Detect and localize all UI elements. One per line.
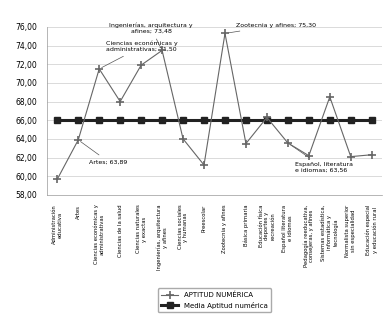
Line: Media Aptitud numérica: Media Aptitud numérica bbox=[54, 117, 375, 123]
Text: Ingenierías, arquitectura y
afines; 73,48: Ingenierías, arquitectura y afines; 73,4… bbox=[109, 23, 193, 48]
Media Aptitud numérica bbox=[118, 118, 122, 122]
Line: APTITUD NUMÉRICA: APTITUD NUMÉRICA bbox=[53, 29, 376, 183]
Media Aptitud numérica bbox=[223, 118, 227, 122]
Text: Artes; 63,89: Artes; 63,89 bbox=[80, 141, 128, 164]
APTITUD NUMÉRICA bbox=[97, 67, 101, 71]
Media Aptitud numérica bbox=[244, 118, 248, 122]
APTITUD NUMÉRICA bbox=[285, 141, 290, 145]
Text: Zootecnia y afines; 75,30: Zootecnia y afines; 75,30 bbox=[228, 23, 316, 33]
Media Aptitud numérica bbox=[181, 118, 185, 122]
Media Aptitud numérica bbox=[328, 118, 332, 122]
Media Aptitud numérica bbox=[285, 118, 290, 122]
Text: Ciencias económicas y
administrativas; 71,50: Ciencias económicas y administrativas; 7… bbox=[102, 41, 178, 68]
Media Aptitud numérica bbox=[139, 118, 144, 122]
APTITUD NUMÉRICA bbox=[223, 31, 227, 35]
APTITUD NUMÉRICA bbox=[264, 115, 269, 119]
APTITUD NUMÉRICA bbox=[55, 177, 60, 181]
APTITUD NUMÉRICA bbox=[118, 99, 122, 103]
Media Aptitud numérica bbox=[264, 118, 269, 122]
APTITUD NUMÉRICA bbox=[202, 163, 206, 167]
APTITUD NUMÉRICA bbox=[244, 141, 248, 145]
Media Aptitud numérica bbox=[76, 118, 81, 122]
Media Aptitud numérica bbox=[202, 118, 206, 122]
Text: Español, literatura
e idiomas; 63,56: Español, literatura e idiomas; 63,56 bbox=[290, 144, 353, 173]
APTITUD NUMÉRICA bbox=[181, 137, 185, 141]
Media Aptitud numérica bbox=[55, 118, 60, 122]
APTITUD NUMÉRICA bbox=[139, 63, 144, 67]
APTITUD NUMÉRICA bbox=[160, 48, 165, 52]
Media Aptitud numérica bbox=[307, 118, 311, 122]
APTITUD NUMÉRICA bbox=[76, 138, 81, 142]
Media Aptitud numérica bbox=[160, 118, 165, 122]
APTITUD NUMÉRICA bbox=[328, 95, 332, 99]
Media Aptitud numérica bbox=[348, 118, 353, 122]
APTITUD NUMÉRICA bbox=[348, 155, 353, 159]
Legend: APTITUD NUMÉRICA, Media Aptitud numérica: APTITUD NUMÉRICA, Media Aptitud numérica bbox=[158, 288, 271, 312]
Media Aptitud numérica bbox=[97, 118, 101, 122]
Media Aptitud numérica bbox=[369, 118, 374, 122]
APTITUD NUMÉRICA bbox=[369, 153, 374, 157]
APTITUD NUMÉRICA bbox=[307, 154, 311, 158]
